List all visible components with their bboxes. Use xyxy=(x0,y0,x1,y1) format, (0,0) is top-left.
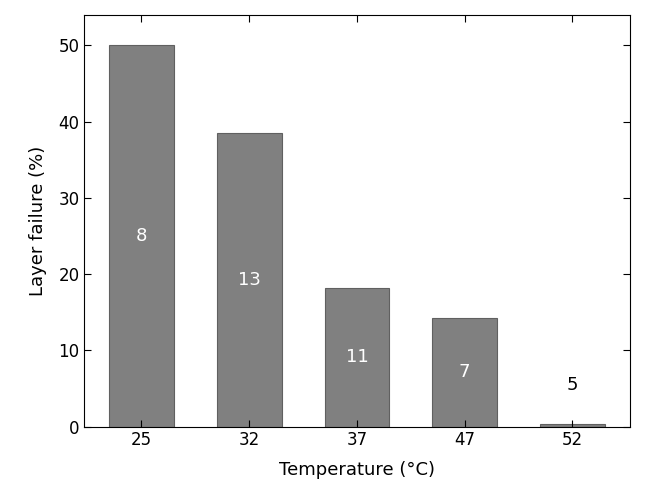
Bar xyxy=(109,45,174,427)
Bar xyxy=(217,133,282,427)
Text: 13: 13 xyxy=(238,271,261,289)
Bar xyxy=(540,424,605,427)
Text: 7: 7 xyxy=(459,364,471,381)
Text: 5: 5 xyxy=(567,375,578,394)
Text: 8: 8 xyxy=(136,227,147,245)
Bar xyxy=(432,318,497,427)
Text: 11: 11 xyxy=(345,348,369,366)
Y-axis label: Layer failure (%): Layer failure (%) xyxy=(29,146,47,296)
Bar xyxy=(324,288,389,427)
X-axis label: Temperature (°C): Temperature (°C) xyxy=(279,460,435,479)
